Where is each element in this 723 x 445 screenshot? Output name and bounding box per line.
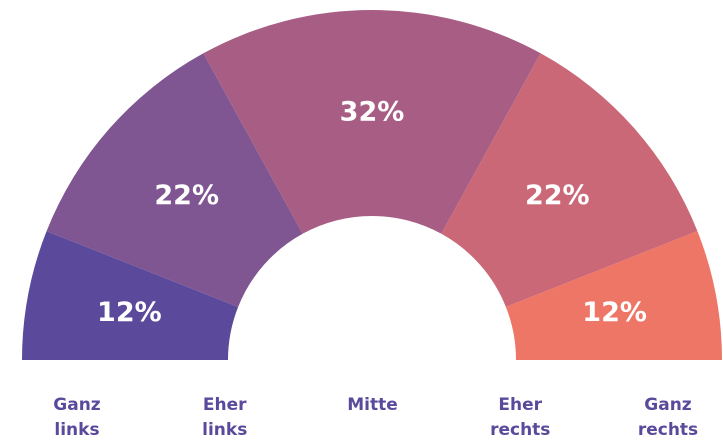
slice	[505, 231, 722, 360]
category-line: Eher	[498, 395, 542, 415]
category-line: links	[54, 420, 99, 440]
category-line: Ganz	[53, 395, 101, 415]
slice	[441, 53, 698, 307]
category-label: Eher rechts	[490, 395, 550, 440]
slice	[46, 53, 303, 307]
value-label: 12%	[97, 297, 162, 328]
category-line: rechts	[638, 420, 698, 440]
category-label: Eher links	[202, 395, 247, 440]
value-label: 22%	[525, 180, 590, 211]
slice	[203, 10, 541, 234]
slice	[22, 231, 239, 360]
category-line: Eher	[203, 395, 247, 415]
value-label: 12%	[582, 297, 647, 328]
category-line: links	[202, 420, 247, 440]
category-label: Mitte	[347, 395, 398, 415]
category-label: Ganz rechts	[638, 395, 698, 440]
category-line: Ganz	[644, 395, 692, 415]
category-line: rechts	[490, 420, 550, 440]
value-label: 22%	[154, 180, 219, 211]
category-line: Mitte	[347, 395, 398, 415]
value-label: 32%	[340, 97, 405, 128]
category-label: Ganz links	[53, 395, 101, 440]
